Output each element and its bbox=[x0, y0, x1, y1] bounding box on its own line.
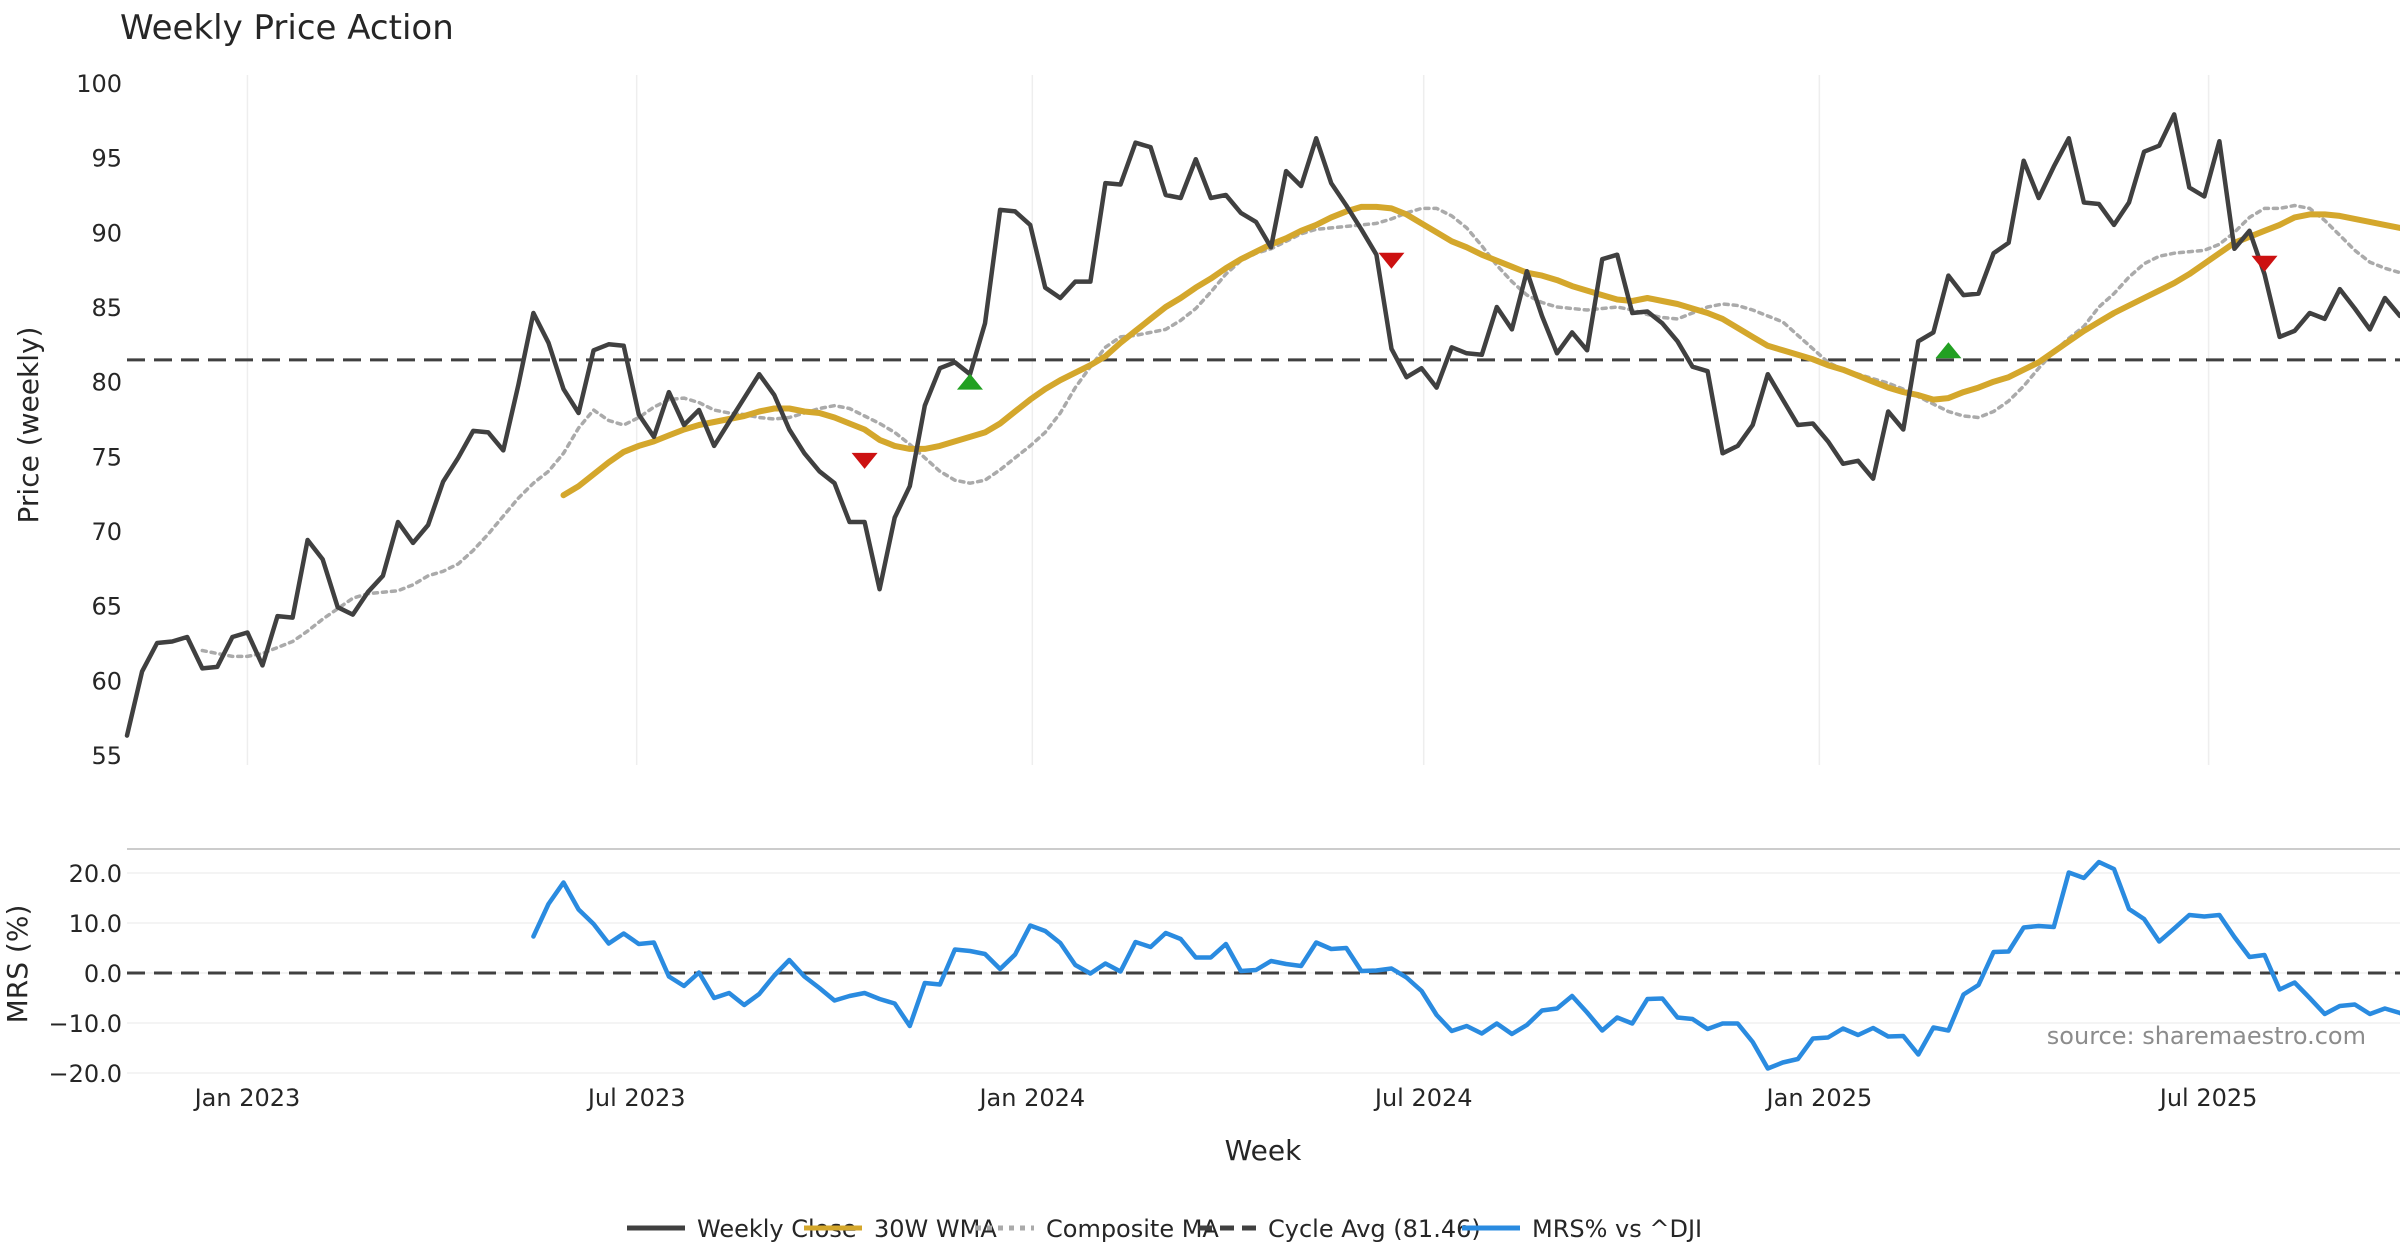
price-tick-label: 95 bbox=[91, 145, 122, 173]
x-axis-label: Week bbox=[1225, 1134, 1302, 1167]
x-tick-label: Jan 2025 bbox=[1765, 1084, 1873, 1112]
price-tick-label: 70 bbox=[91, 518, 122, 546]
x-tick-label: Jul 2023 bbox=[586, 1084, 686, 1112]
legend-label: MRS% vs ^DJI bbox=[1532, 1215, 1702, 1243]
mrs-axis-label: MRS (%) bbox=[1, 905, 34, 1024]
price-tick-label: 65 bbox=[91, 593, 122, 621]
mrs-y-axis: −20.0 −10.0 0.0 10.0 20.0 bbox=[48, 860, 122, 1088]
price-y-axis: 55 60 65 70 75 80 85 90 95 100 bbox=[76, 70, 122, 770]
mrs-tick-label: 20.0 bbox=[69, 860, 122, 888]
legend-item: Composite MA bbox=[976, 1215, 1219, 1243]
x-tick-label: Jan 2023 bbox=[193, 1084, 301, 1112]
x-tick-label: Jul 2024 bbox=[1373, 1084, 1473, 1112]
weekly-close-line bbox=[124, 112, 2400, 738]
x-tick-label: Jul 2025 bbox=[2158, 1084, 2258, 1112]
mrs-line bbox=[531, 859, 2400, 1071]
mrs-tick-label: −10.0 bbox=[48, 1010, 122, 1038]
source-annotation: source: sharemaestro.com bbox=[2047, 1022, 2366, 1050]
sell-signal-marker bbox=[851, 452, 878, 469]
mrs-tick-label: −20.0 bbox=[48, 1060, 122, 1088]
price-tick-label: 85 bbox=[91, 294, 122, 322]
legend-label: Composite MA bbox=[1046, 1215, 1219, 1243]
buy-signal-marker bbox=[956, 373, 983, 390]
buy-signal-marker bbox=[1935, 342, 1962, 359]
price-tick-label: 75 bbox=[91, 443, 122, 471]
x-tick-label: Jan 2024 bbox=[977, 1084, 1085, 1112]
mrs-tick-label: 0.0 bbox=[84, 960, 122, 988]
sell-signal-marker bbox=[1378, 252, 1405, 269]
price-tick-label: 55 bbox=[91, 742, 122, 770]
legend-item: MRS% vs ^DJI bbox=[1462, 1215, 1702, 1243]
legend-label: Cycle Avg (81.46) bbox=[1268, 1215, 1481, 1243]
price-tick-label: 90 bbox=[91, 219, 122, 247]
price-panel-grid bbox=[246, 75, 2210, 765]
mrs-panel-series bbox=[127, 859, 2400, 1071]
price-panel-series bbox=[124, 112, 2400, 738]
30w-wma-line bbox=[560, 203, 2400, 499]
price-tick-label: 100 bbox=[76, 70, 122, 98]
price-tick-label: 80 bbox=[91, 369, 122, 397]
price-axis-label: Price (weekly) bbox=[12, 327, 45, 524]
mrs-tick-label: 10.0 bbox=[69, 910, 122, 938]
legend: Weekly Close 30W WMA Composite MA Cycle Avg… bbox=[627, 1215, 1702, 1243]
price-tick-label: 60 bbox=[91, 667, 122, 695]
composite-ma-line bbox=[200, 203, 2400, 659]
sell-signal-marker bbox=[2251, 255, 2278, 272]
chart-title: Weekly Price Action bbox=[120, 8, 454, 48]
legend-item: Cycle Avg (81.46) bbox=[1198, 1215, 1481, 1243]
x-axis: Jan 2023 Jul 2023 Jan 2024 Jul 2024 Jan 2025… bbox=[193, 1084, 2258, 1112]
